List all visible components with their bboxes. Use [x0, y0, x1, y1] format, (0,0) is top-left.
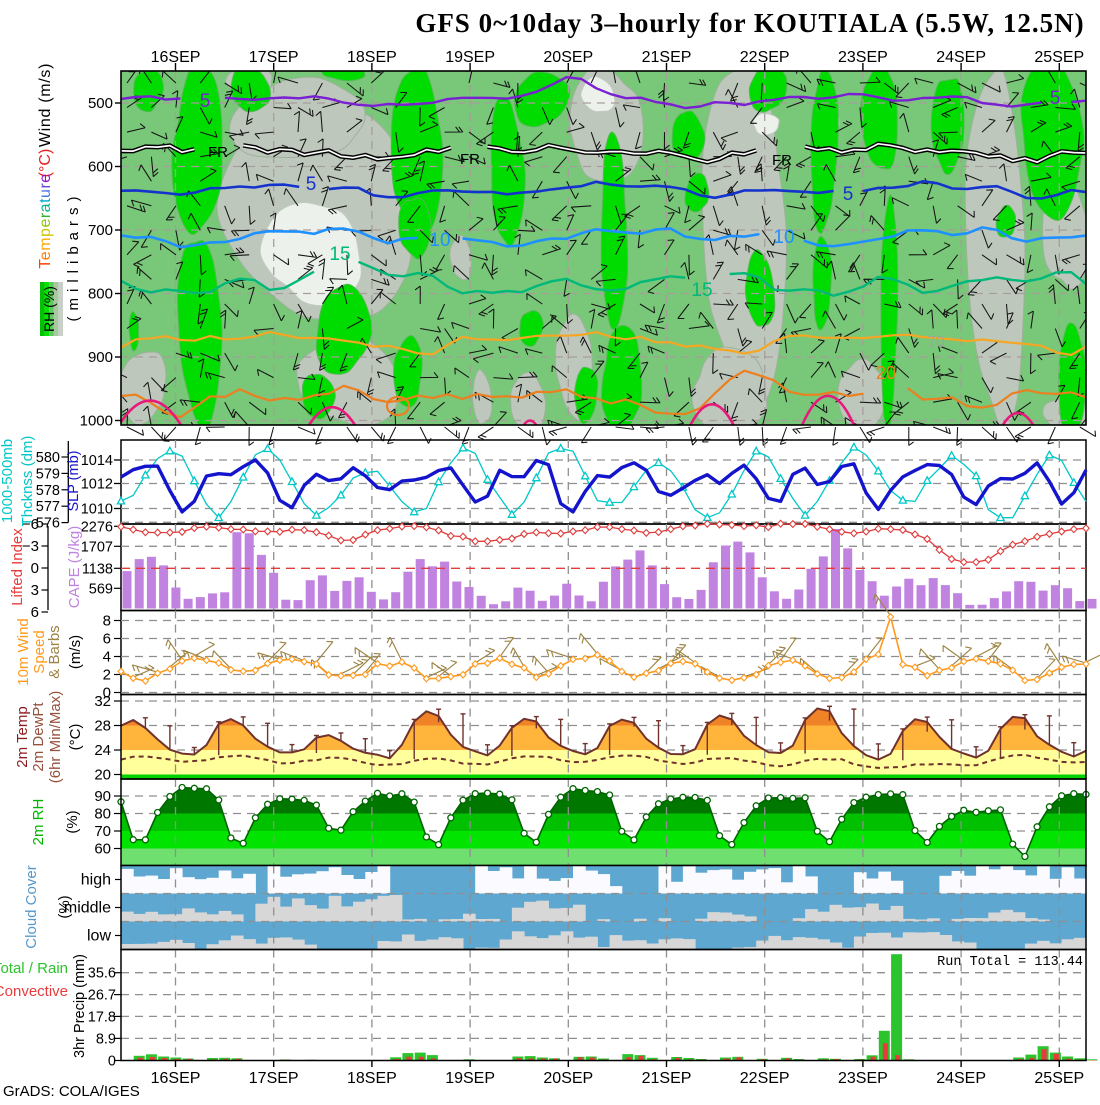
svg-text:25SEP: 25SEP — [1034, 1070, 1084, 1087]
svg-text:3: 3 — [31, 582, 39, 599]
svg-text:4: 4 — [103, 649, 111, 666]
svg-text:1000: 1000 — [80, 413, 113, 430]
svg-text:SLP (mb): SLP (mb) — [66, 451, 82, 512]
svg-text:2276: 2276 — [81, 519, 113, 535]
svg-text:1138: 1138 — [82, 561, 113, 577]
svg-text:5: 5 — [1050, 88, 1061, 109]
svg-text:2: 2 — [103, 667, 111, 684]
svg-text:60: 60 — [94, 841, 111, 858]
svg-text:20: 20 — [94, 767, 111, 784]
svg-text:Run Total = 113.44: Run Total = 113.44 — [937, 955, 1083, 970]
svg-text:700: 700 — [88, 222, 113, 239]
svg-text:high: high — [81, 872, 111, 889]
svg-text:FR: FR — [208, 144, 228, 161]
svg-text:578: 578 — [36, 483, 60, 499]
svg-text:1012: 1012 — [81, 477, 113, 493]
svg-text:500: 500 — [88, 95, 113, 112]
svg-text:17.8: 17.8 — [88, 1009, 116, 1025]
svg-text:1010: 1010 — [81, 502, 113, 518]
svg-text:21SEP: 21SEP — [642, 1070, 692, 1087]
svg-text:17SEP: 17SEP — [249, 1070, 299, 1087]
svg-text:FR: FR — [772, 152, 792, 169]
svg-text:80: 80 — [94, 806, 111, 823]
svg-text:20: 20 — [876, 363, 896, 383]
svg-text:(%): (%) — [64, 810, 81, 833]
svg-text:18SEP: 18SEP — [347, 1070, 397, 1087]
svg-text:GFS 0~10day 3–hourly for KOUTI: GFS 0~10day 3–hourly for KOUTIALA (5.5W,… — [415, 8, 1084, 38]
svg-text:15: 15 — [329, 244, 350, 265]
svg-text:24SEP: 24SEP — [936, 1070, 986, 1087]
svg-text:10m Wind: 10m Wind — [15, 618, 32, 686]
svg-text:1707: 1707 — [81, 539, 113, 555]
svg-text:Cloud Cover: Cloud Cover — [23, 865, 40, 948]
svg-text:10: 10 — [773, 227, 794, 248]
svg-text:28: 28 — [94, 718, 111, 735]
svg-text:0: 0 — [108, 1054, 116, 1070]
svg-text:579: 579 — [36, 466, 60, 482]
svg-text:580: 580 — [36, 450, 60, 466]
svg-text:1014: 1014 — [81, 453, 113, 469]
svg-text:19SEP: 19SEP — [445, 1070, 495, 1087]
svg-text:569: 569 — [89, 581, 113, 597]
svg-text:& Barbs: & Barbs — [46, 625, 63, 678]
svg-text:low: low — [87, 928, 111, 945]
svg-text:(°C): (°C) — [67, 724, 84, 751]
svg-text:FR: FR — [460, 151, 480, 168]
svg-text:2m RH: 2m RH — [30, 799, 47, 846]
svg-text:15: 15 — [691, 280, 712, 301]
svg-text:1000-500mb: 1000-500mb — [0, 439, 16, 523]
svg-text:26.7: 26.7 — [88, 988, 116, 1004]
svg-text:10: 10 — [429, 230, 450, 251]
svg-text:Wind (m/s): Wind (m/s) — [37, 63, 54, 147]
svg-text:3hr Precip (mm): 3hr Precip (mm) — [72, 954, 88, 1058]
svg-text:23SEP: 23SEP — [838, 1070, 888, 1087]
svg-text:RH (%): RH (%) — [41, 286, 57, 332]
svg-text:900: 900 — [88, 349, 113, 366]
svg-text:(%): (%) — [56, 895, 73, 918]
svg-text:Convective: Convective — [0, 983, 68, 1000]
svg-text:(millibars): (millibars) — [65, 191, 82, 322]
svg-text:8: 8 — [103, 613, 111, 630]
svg-text:32: 32 — [94, 693, 111, 710]
svg-text:600: 600 — [88, 159, 113, 176]
svg-text:Total / Rain: Total / Rain — [0, 960, 68, 977]
svg-text:6: 6 — [103, 631, 111, 648]
svg-text:35.6: 35.6 — [88, 966, 116, 982]
svg-text:2m Temp: 2m Temp — [14, 706, 31, 767]
svg-text:(m/s): (m/s) — [67, 635, 84, 669]
svg-text:70: 70 — [94, 823, 111, 840]
svg-text:70: 70 — [927, 334, 945, 351]
svg-text:2m DewPt: 2m DewPt — [30, 702, 47, 772]
svg-text:16SEP: 16SEP — [151, 1070, 201, 1087]
svg-text:(6hr Min/Max): (6hr Min/Max) — [47, 691, 64, 784]
svg-text:Temperature: Temperature — [37, 173, 54, 268]
svg-text:8.9: 8.9 — [96, 1031, 116, 1047]
svg-text:22SEP: 22SEP — [740, 1070, 790, 1087]
svg-text:CAPE (J/kg): CAPE (J/kg) — [66, 526, 83, 609]
svg-text:800: 800 — [88, 286, 113, 303]
svg-text:20SEP: 20SEP — [543, 1070, 593, 1087]
svg-text:5: 5 — [200, 91, 211, 112]
svg-text:5: 5 — [843, 184, 854, 205]
svg-text:GrADS: COLA/IGES: GrADS: COLA/IGES — [3, 1083, 140, 1100]
svg-text:5: 5 — [306, 174, 317, 195]
svg-text:577: 577 — [36, 499, 60, 515]
svg-text:24: 24 — [94, 742, 111, 759]
svg-text:Thcknss (dm): Thcknss (dm) — [19, 436, 36, 527]
svg-text:Lifted Index: Lifted Index — [9, 528, 26, 606]
svg-text:90: 90 — [94, 788, 111, 805]
svg-text:0: 0 — [31, 560, 39, 577]
svg-text:(°C): (°C) — [37, 149, 54, 178]
